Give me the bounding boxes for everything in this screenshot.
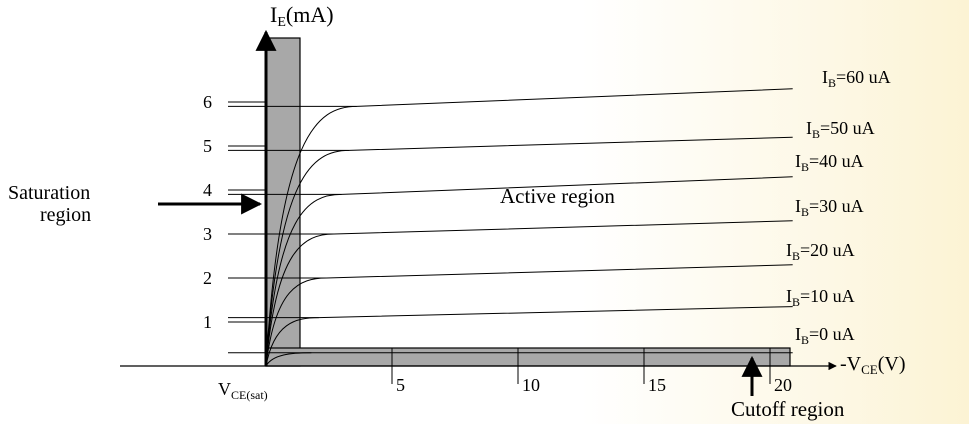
y-ticks: 1 2 3 4 5 6 xyxy=(203,92,266,332)
series-label: IB=30 uA xyxy=(795,196,864,219)
cutoff-region-shade xyxy=(265,347,791,367)
y-tick-label: 5 xyxy=(203,136,212,156)
x-ticks: 5 10 15 20 xyxy=(391,348,792,395)
y-tick-label: 3 xyxy=(203,224,212,244)
curve-ib-3 xyxy=(265,220,793,367)
series-label: IB=40 uA xyxy=(795,151,864,174)
y-axis-title: IE(mA) xyxy=(270,2,334,30)
series-label: IB=50 uA xyxy=(806,118,875,141)
y-tick-label: 6 xyxy=(203,92,212,112)
y-tick-label: 1 xyxy=(203,312,212,332)
saturation-label-line2: region xyxy=(40,204,91,226)
active-region-label: Active region xyxy=(500,184,615,208)
vce-sat-label: VCE(sat) xyxy=(218,379,268,402)
x-axis-title: -VCE(V) xyxy=(840,353,906,377)
series-label: IB=60 uA xyxy=(822,67,891,90)
curves xyxy=(228,88,793,367)
curve-labels: IB=0 uA IB=10 uA IB=20 uA IB=30 uA IB=40 uA I… xyxy=(786,67,891,347)
series-label: IB=10 uA xyxy=(786,286,855,309)
curve-ib-6 xyxy=(265,88,793,367)
series-label: IB=0 uA xyxy=(795,324,855,347)
curve-ib-5 xyxy=(265,136,793,367)
x-tick-label: 20 xyxy=(774,375,792,395)
series-label: IB=20 uA xyxy=(786,240,855,263)
x-tick-label: 15 xyxy=(648,375,666,395)
y-tick-label: 2 xyxy=(203,268,212,288)
saturation-label-line1: Saturation xyxy=(8,182,90,204)
cutoff-region-label: Cutoff region xyxy=(731,397,845,421)
y-tick-label: 4 xyxy=(203,180,212,200)
x-tick-label: 10 xyxy=(522,375,540,395)
x-tick-label: 5 xyxy=(396,375,405,395)
